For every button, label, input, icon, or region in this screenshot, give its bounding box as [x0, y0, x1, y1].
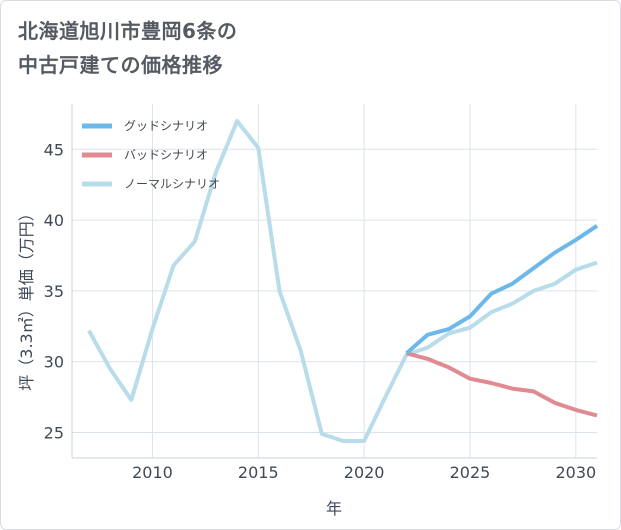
- y-tick-label: 30: [44, 353, 64, 372]
- y-tick-label: 40: [44, 211, 64, 230]
- tick-labels: 25 30 35 40 45 2010 2015 2020 2025 2030: [44, 140, 597, 482]
- grid: [71, 104, 597, 459]
- x-tick-label: 2025: [450, 463, 491, 482]
- x-tick-label: 2010: [132, 463, 173, 482]
- x-tick-label: 2015: [238, 463, 279, 482]
- chart-title-line-2: 中古戸建ての価格推移: [18, 53, 223, 77]
- legend-label: ノーマルシナリオ: [124, 177, 220, 191]
- plot-area: [72, 104, 597, 458]
- y-tick-label: 35: [44, 282, 64, 301]
- x-axis-title: 年: [326, 499, 342, 518]
- chart-title-line-1: 北海道旭川市豊岡6条の: [18, 19, 238, 43]
- series-layer: [87, 119, 599, 443]
- series-line-0: [405, 224, 599, 355]
- x-tick-label: 2020: [344, 463, 385, 482]
- series-line-2: [87, 119, 598, 443]
- x-tick-label: 2030: [555, 463, 596, 482]
- chart-title: 北海道旭川市豊岡6条の 中古戸建ての価格推移: [18, 14, 237, 82]
- legend-label: バッドシナリオ: [124, 148, 208, 162]
- y-tick-label: 25: [44, 424, 64, 443]
- y-tick-label: 45: [44, 140, 64, 159]
- series-line-1: [405, 351, 598, 418]
- y-axis-title: 坪（3.3㎡）単価（万円）: [17, 205, 36, 390]
- legend-label: グッドシナリオ: [124, 119, 208, 133]
